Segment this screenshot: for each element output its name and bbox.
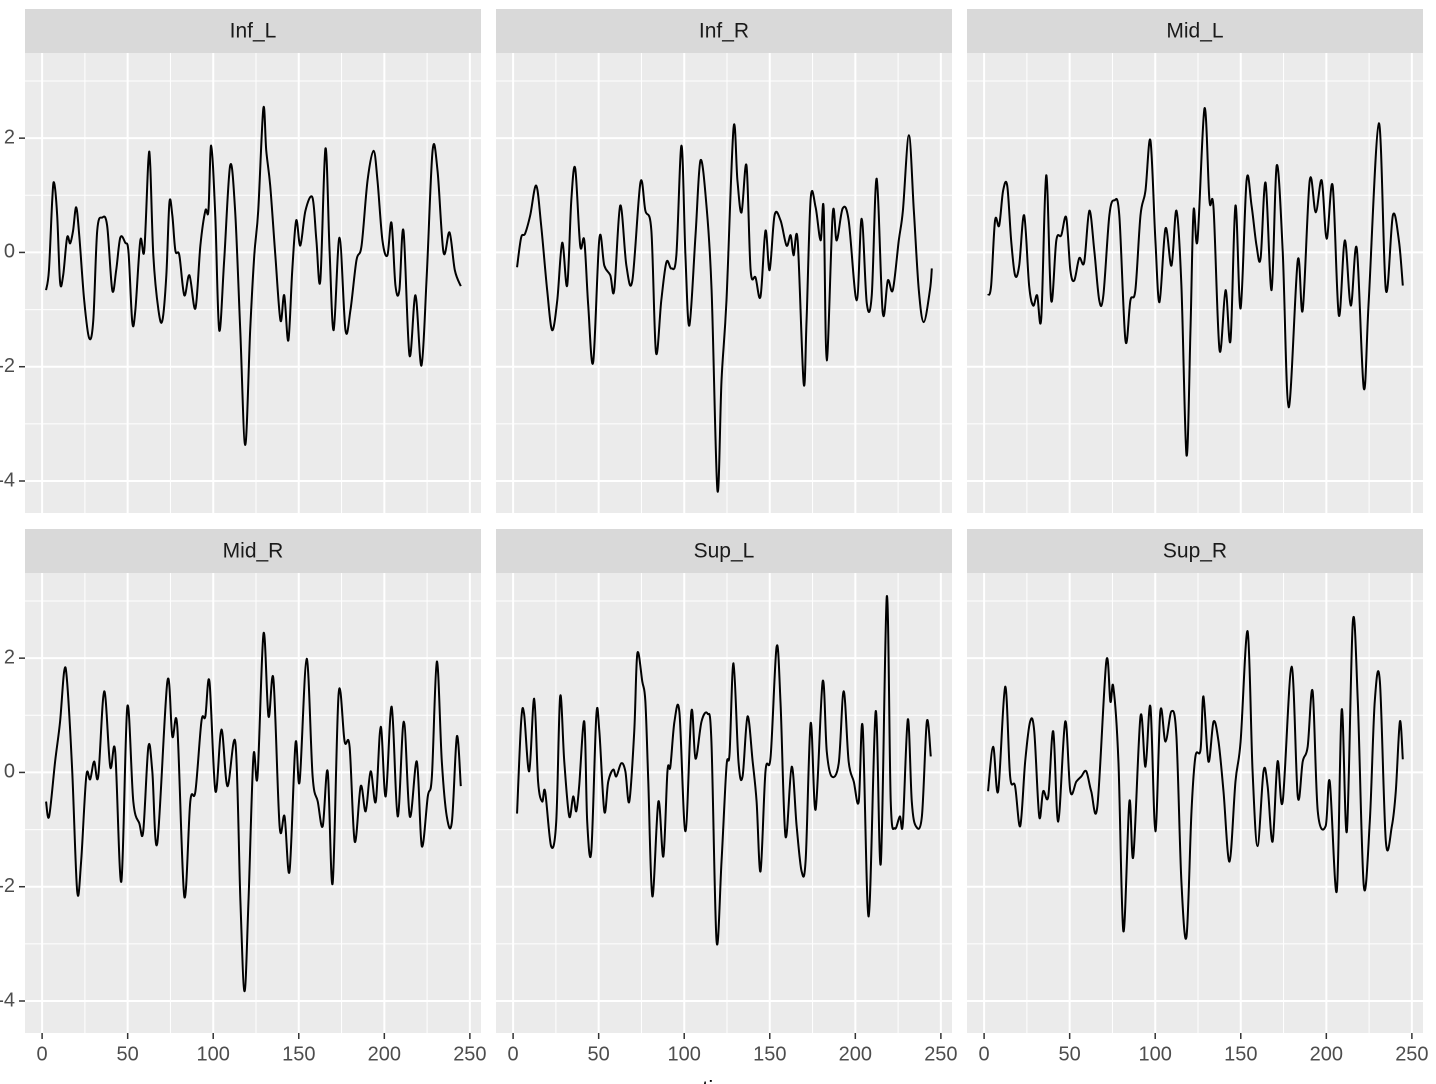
y-tick-label: 0 <box>4 241 15 263</box>
x-tick-label: 150 <box>282 1043 315 1065</box>
facet-title: Mid_R <box>223 540 284 563</box>
y-tick-label: 2 <box>4 126 15 148</box>
x-tick-label: 150 <box>1224 1043 1257 1065</box>
y-tick-label: -4 <box>0 989 15 1011</box>
facet-strip <box>496 529 952 573</box>
x-tick-label: 250 <box>924 1043 957 1065</box>
facet-title: Sup_R <box>1163 540 1227 563</box>
panel-background <box>496 53 952 513</box>
x-axis-title: time <box>702 1076 744 1084</box>
facet-strip <box>25 529 481 573</box>
facet-title: Mid_L <box>1166 20 1223 43</box>
y-tick-label: -4 <box>0 469 15 491</box>
facet-strip <box>967 9 1423 53</box>
x-tick-label: 200 <box>368 1043 401 1065</box>
x-tick-label: 150 <box>753 1043 786 1065</box>
x-tick-label: 50 <box>117 1043 139 1065</box>
y-tick-label: -2 <box>0 875 15 897</box>
panel: -4 -2 0 2 Inf_L <box>0 9 481 513</box>
data-line <box>45 632 462 993</box>
panel: 0 50 100 150 200 250 Sup_R <box>967 529 1429 1065</box>
panel: 0 50 100 150 200 250 Sup_L <box>496 529 958 1065</box>
facet-title: Sup_L <box>694 540 755 563</box>
x-tick-label: 0 <box>37 1043 48 1065</box>
data-line <box>987 615 1404 940</box>
x-tick-label: 50 <box>588 1043 610 1065</box>
panel-background <box>967 53 1423 513</box>
facet-title: Inf_L <box>230 20 277 43</box>
data-line <box>516 595 932 946</box>
x-tick-label: 100 <box>1139 1043 1172 1065</box>
y-tick-label: -2 <box>0 355 15 377</box>
x-tick-label: 0 <box>508 1043 519 1065</box>
panel: Mid_L <box>967 9 1423 513</box>
panel-background <box>967 573 1423 1033</box>
x-tick-label: 0 <box>979 1043 990 1065</box>
facet-strip <box>496 9 952 53</box>
x-tick-label: 250 <box>453 1043 486 1065</box>
x-tick-label: 100 <box>197 1043 230 1065</box>
x-tick-label: 50 <box>1059 1043 1081 1065</box>
y-tick-label: 0 <box>4 761 15 783</box>
x-tick-label: 200 <box>839 1043 872 1065</box>
facet-strip <box>25 9 481 53</box>
panel: Inf_R <box>496 9 952 513</box>
data-line <box>516 123 933 493</box>
data-line <box>45 105 462 446</box>
y-tick-label: 2 <box>4 646 15 668</box>
facet-title: Inf_R <box>699 20 749 43</box>
x-tick-label: 250 <box>1395 1043 1428 1065</box>
panel-background <box>25 573 481 1033</box>
x-tick-label: 100 <box>668 1043 701 1065</box>
data-line <box>987 107 1404 457</box>
x-tick-label: 200 <box>1310 1043 1343 1065</box>
facet-strip <box>967 529 1423 573</box>
panel: 0 50 100 150 200 250 -4 -2 0 2 Mid_R <box>0 529 487 1065</box>
